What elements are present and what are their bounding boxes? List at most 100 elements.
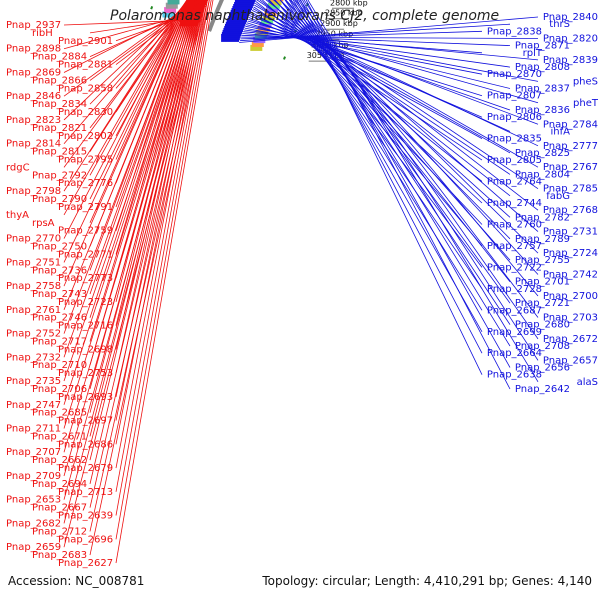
gene-label: rdgC <box>6 162 30 173</box>
gene-category-block <box>269 0 282 6</box>
gene-label: Pnap_2807 <box>487 91 542 102</box>
label-leader-line <box>115 0 210 516</box>
gene-label: Pnap_2836 <box>515 105 570 116</box>
gene-label: Pnap_2901 <box>58 36 113 47</box>
gene-label: Pnap_2746 <box>32 313 87 324</box>
label-leader-line <box>294 0 511 325</box>
gene-label: Pnap_2805 <box>487 155 542 166</box>
gene-label: Pnap_2760 <box>487 220 542 231</box>
gene-label: Pnap_2820 <box>543 34 598 45</box>
label-leader-line <box>296 0 483 354</box>
gene-label: Pnap_2792 <box>32 170 87 181</box>
label-leader-line <box>63 0 194 358</box>
label-leader-line <box>253 6 483 161</box>
gene-label: Pnap_2707 <box>6 447 61 458</box>
gene-label: ribH <box>32 28 53 39</box>
gene-label: Pnap_2711 <box>6 424 61 435</box>
label-leader-line <box>115 0 208 492</box>
label-leader-line <box>89 0 197 366</box>
label-leader-line <box>89 0 210 556</box>
gene-label: Pnap_2731 <box>543 227 598 238</box>
gene-label: Pnap_2785 <box>543 184 598 195</box>
label-leader-line <box>63 0 188 168</box>
backbone-arc <box>207 0 224 32</box>
label-leader-line <box>63 0 188 216</box>
gene-label: Pnap_2736 <box>32 265 87 276</box>
gene-label: Pnap_2830 <box>58 107 113 118</box>
gene-label: Pnap_2653 <box>6 495 61 506</box>
gene-label: Pnap_2701 <box>515 277 570 288</box>
gene-label: Pnap_2724 <box>543 248 598 259</box>
gene-label: Pnap_2743 <box>32 289 87 300</box>
label-leader-line <box>303 0 539 361</box>
gene-label: Pnap_2752 <box>6 329 61 340</box>
gene-label: pheS <box>573 76 598 87</box>
gene-label: Pnap_2776 <box>58 178 113 189</box>
gene-label: Pnap_2722 <box>487 262 542 273</box>
gene-label: fabG <box>546 191 570 202</box>
gene-label: Pnap_2858 <box>58 83 113 94</box>
gene-label: Pnap_2821 <box>32 123 87 134</box>
gene-label: Pnap_2679 <box>58 463 113 474</box>
gene-category-block <box>165 2 178 9</box>
label-leader-line <box>115 0 214 564</box>
label-leader-line <box>63 0 191 310</box>
gene-label: Pnap_2823 <box>6 115 61 126</box>
gene-label: Pnap_2728 <box>487 284 542 295</box>
gene-label: Pnap_2798 <box>6 186 61 197</box>
gene-label: Pnap_2703 <box>543 313 598 324</box>
gene-label: Pnap_2751 <box>6 257 61 268</box>
label-leader-line <box>63 0 188 192</box>
genome-stats-text: Topology: circular; Length: 4,410,291 bp… <box>262 574 592 588</box>
label-leader-line <box>239 23 511 42</box>
label-leader-line <box>89 0 208 532</box>
gene-label: Pnap_2838 <box>487 26 542 37</box>
label-leader-line <box>63 11 185 73</box>
gene-label: Pnap_2700 <box>543 291 598 302</box>
label-leader-line <box>89 0 205 484</box>
label-leader-line <box>305 0 511 390</box>
label-leader-line <box>115 0 212 540</box>
label-leader-line <box>63 0 195 382</box>
kbp-tick-label: 2850 kbp <box>325 9 363 18</box>
label-leader-line <box>89 0 206 508</box>
gene-label: Pnap_2683 <box>32 550 87 561</box>
label-leader-layer <box>63 0 539 564</box>
label-leader-line <box>243 29 511 68</box>
gene-label: Pnap_2782 <box>515 212 570 223</box>
label-leader-line <box>289 0 511 304</box>
gene-label: Pnap_2750 <box>32 242 87 253</box>
gene-label: Pnap_2834 <box>32 99 87 110</box>
gene-label: Pnap_2659 <box>6 542 61 553</box>
gene-label: Pnap_2791 <box>58 202 113 213</box>
gene-label: Pnap_2898 <box>6 44 61 55</box>
arc-layer <box>150 0 311 60</box>
gene-label: Pnap_2757 <box>487 241 542 252</box>
label-leader-line <box>89 0 195 342</box>
gene-label: thyA <box>6 210 29 221</box>
accession-text: Accession: NC_008781 <box>8 574 145 588</box>
gene-label: Pnap_2884 <box>32 52 87 63</box>
label-leader-line <box>63 0 189 144</box>
gene-label: Pnap_2771 <box>58 249 113 260</box>
gene-label: Pnap_2662 <box>32 455 87 466</box>
gene-label: rplT <box>523 48 543 59</box>
label-leader-line <box>288 0 483 311</box>
label-leader-line <box>63 0 188 239</box>
gene-label: Pnap_2758 <box>6 281 61 292</box>
gene-label: Pnap_2717 <box>32 337 87 348</box>
gene-label: Pnap_2784 <box>543 119 598 130</box>
gene-label: Pnap_2671 <box>32 431 87 442</box>
gene-label: Pnap_2770 <box>6 234 61 245</box>
gene-label: Pnap_2835 <box>487 134 542 145</box>
label-leader-line <box>307 0 539 383</box>
gene-label: thrS <box>549 19 570 30</box>
label-leader-line <box>63 0 198 429</box>
gene-label: Pnap_2767 <box>543 162 598 173</box>
label-leader-line <box>63 0 189 263</box>
gene-label: Pnap_2742 <box>543 270 598 281</box>
gene-label: Pnap_2839 <box>543 55 598 66</box>
gene-label: Pnap_2656 <box>515 363 570 374</box>
forward-strand-gene <box>237 0 256 3</box>
